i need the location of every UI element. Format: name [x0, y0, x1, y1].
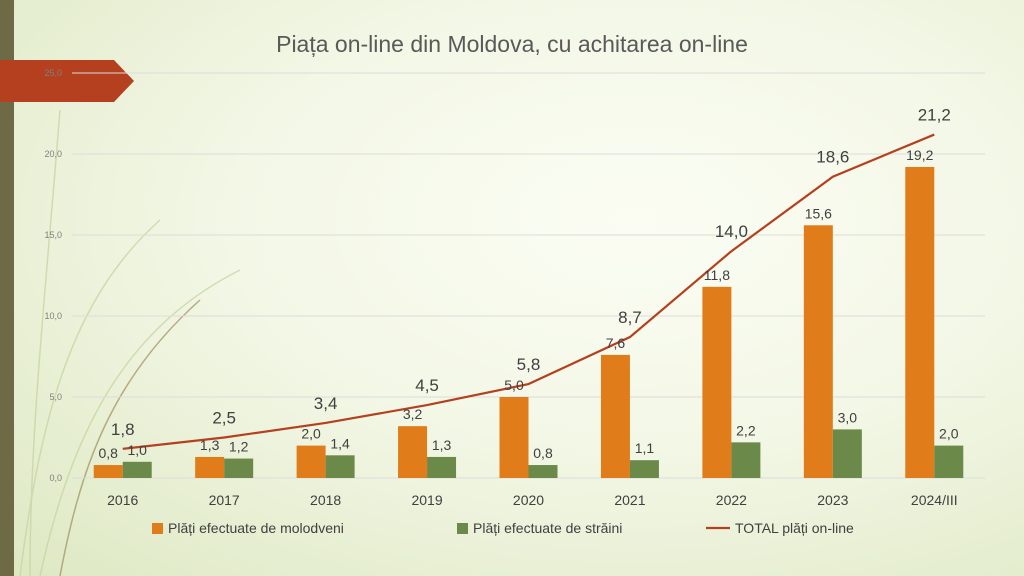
data-label-total: 1,8: [111, 420, 135, 439]
y-tick-label: 20,0: [44, 149, 62, 159]
y-tick-label: 25,0: [44, 68, 62, 78]
bar-straini: [122, 461, 152, 478]
y-axis: 0,0 5,0 10,0 15,0 20,0 25,0: [44, 68, 62, 483]
data-label-straini: 1,0: [127, 442, 147, 458]
data-label-straini: 1,4: [330, 435, 350, 451]
bar-molodveni: [499, 397, 529, 478]
data-label-total: 2,5: [212, 409, 236, 428]
y-tick-label: 10,0: [44, 311, 62, 321]
x-tick-label: 2019: [411, 492, 442, 508]
data-label-molodveni: 15,6: [805, 205, 832, 221]
y-tick-label: 0,0: [49, 473, 62, 483]
data-label-molodveni: 7,6: [606, 335, 626, 351]
data-label-straini: 1,3: [432, 437, 452, 453]
data-label-straini: 2,0: [939, 426, 959, 442]
legend-swatch-molodveni: [152, 523, 163, 534]
data-label-molodveni: 1,3: [200, 437, 220, 453]
x-tick-label: 2024/III: [911, 492, 958, 508]
x-tick-label: 2018: [310, 492, 341, 508]
left-decorative-bar: [0, 0, 14, 576]
data-label-molodveni: 19,2: [906, 147, 933, 163]
data-label-molodveni: 2,0: [301, 426, 321, 442]
bar-straini: [934, 445, 964, 478]
x-tick-label: 2022: [716, 492, 747, 508]
x-axis-categories: 2016 2017 2018 2019 2020 2021 2022 2023 2024/III: [107, 492, 957, 508]
x-tick-label: 2020: [513, 492, 544, 508]
bar-molodveni: [905, 166, 935, 478]
data-label-total: 8,7: [618, 308, 642, 327]
legend-label-molodveni: Plăți efectuate de molodveni: [168, 520, 344, 536]
y-tick-label: 5,0: [49, 392, 62, 402]
x-tick-label: 2016: [107, 492, 138, 508]
legend-label-total: TOTAL plăți on-line: [735, 520, 854, 536]
data-label-total: 4,5: [415, 376, 439, 395]
bar-straini: [629, 460, 659, 478]
data-label-straini: 2,2: [736, 422, 756, 438]
data-label-molodveni: 11,8: [704, 267, 730, 283]
bar-molodveni: [702, 286, 732, 478]
bar-molodveni: [296, 445, 326, 478]
bar-molodveni: [93, 465, 123, 478]
y-tick-label: 15,0: [44, 230, 62, 240]
data-label-straini: 1,2: [229, 439, 249, 455]
bar-straini: [224, 458, 254, 478]
bar-straini: [731, 442, 761, 478]
bar-molodveni: [600, 354, 630, 478]
total-series-line: [122, 133, 935, 450]
chart-title: Piața on-line din Moldova, cu achitarea …: [276, 31, 748, 57]
data-label-straini: 0,8: [533, 445, 553, 461]
bar-straini: [528, 465, 558, 478]
legend-swatch-straini: [457, 523, 468, 534]
data-label-total: 5,8: [517, 355, 541, 374]
data-label-total: 14,0: [715, 222, 748, 241]
decorative-curves: [19, 109, 241, 576]
data-label-molodveni: 0,8: [98, 445, 118, 461]
data-label-molodveni: 3,2: [403, 406, 423, 422]
data-label-total: 21,2: [918, 106, 951, 125]
data-label-straini: 3,0: [838, 409, 858, 425]
data-label-straini: 1,1: [635, 440, 655, 456]
data-labels: 0,8 1,0 1,3 1,2 2,0 1,4 3,2 1,3 5,0 0,8 7,6 1,1 11,8…: [98, 106, 958, 461]
data-label-total: 18,6: [816, 148, 849, 167]
bar-molodveni: [803, 225, 833, 478]
bar-straini: [427, 456, 457, 478]
x-tick-label: 2023: [817, 492, 848, 508]
x-tick-label: 2017: [209, 492, 240, 508]
bar-molodveni: [398, 426, 428, 478]
bar-molodveni: [195, 456, 225, 478]
bars: [93, 166, 964, 478]
total-line: [122, 133, 935, 450]
bar-straini: [325, 455, 355, 478]
arrow-flag-decoration: [0, 60, 134, 102]
legend: Plăți efectuate de molodveni Plăți efectu…: [152, 520, 854, 536]
legend-label-straini: Plăți efectuate de străini: [473, 520, 622, 536]
bar-straini: [832, 429, 862, 478]
data-label-molodveni: 5,0: [504, 377, 524, 393]
x-tick-label: 2021: [614, 492, 645, 508]
data-label-total: 3,4: [314, 394, 338, 413]
